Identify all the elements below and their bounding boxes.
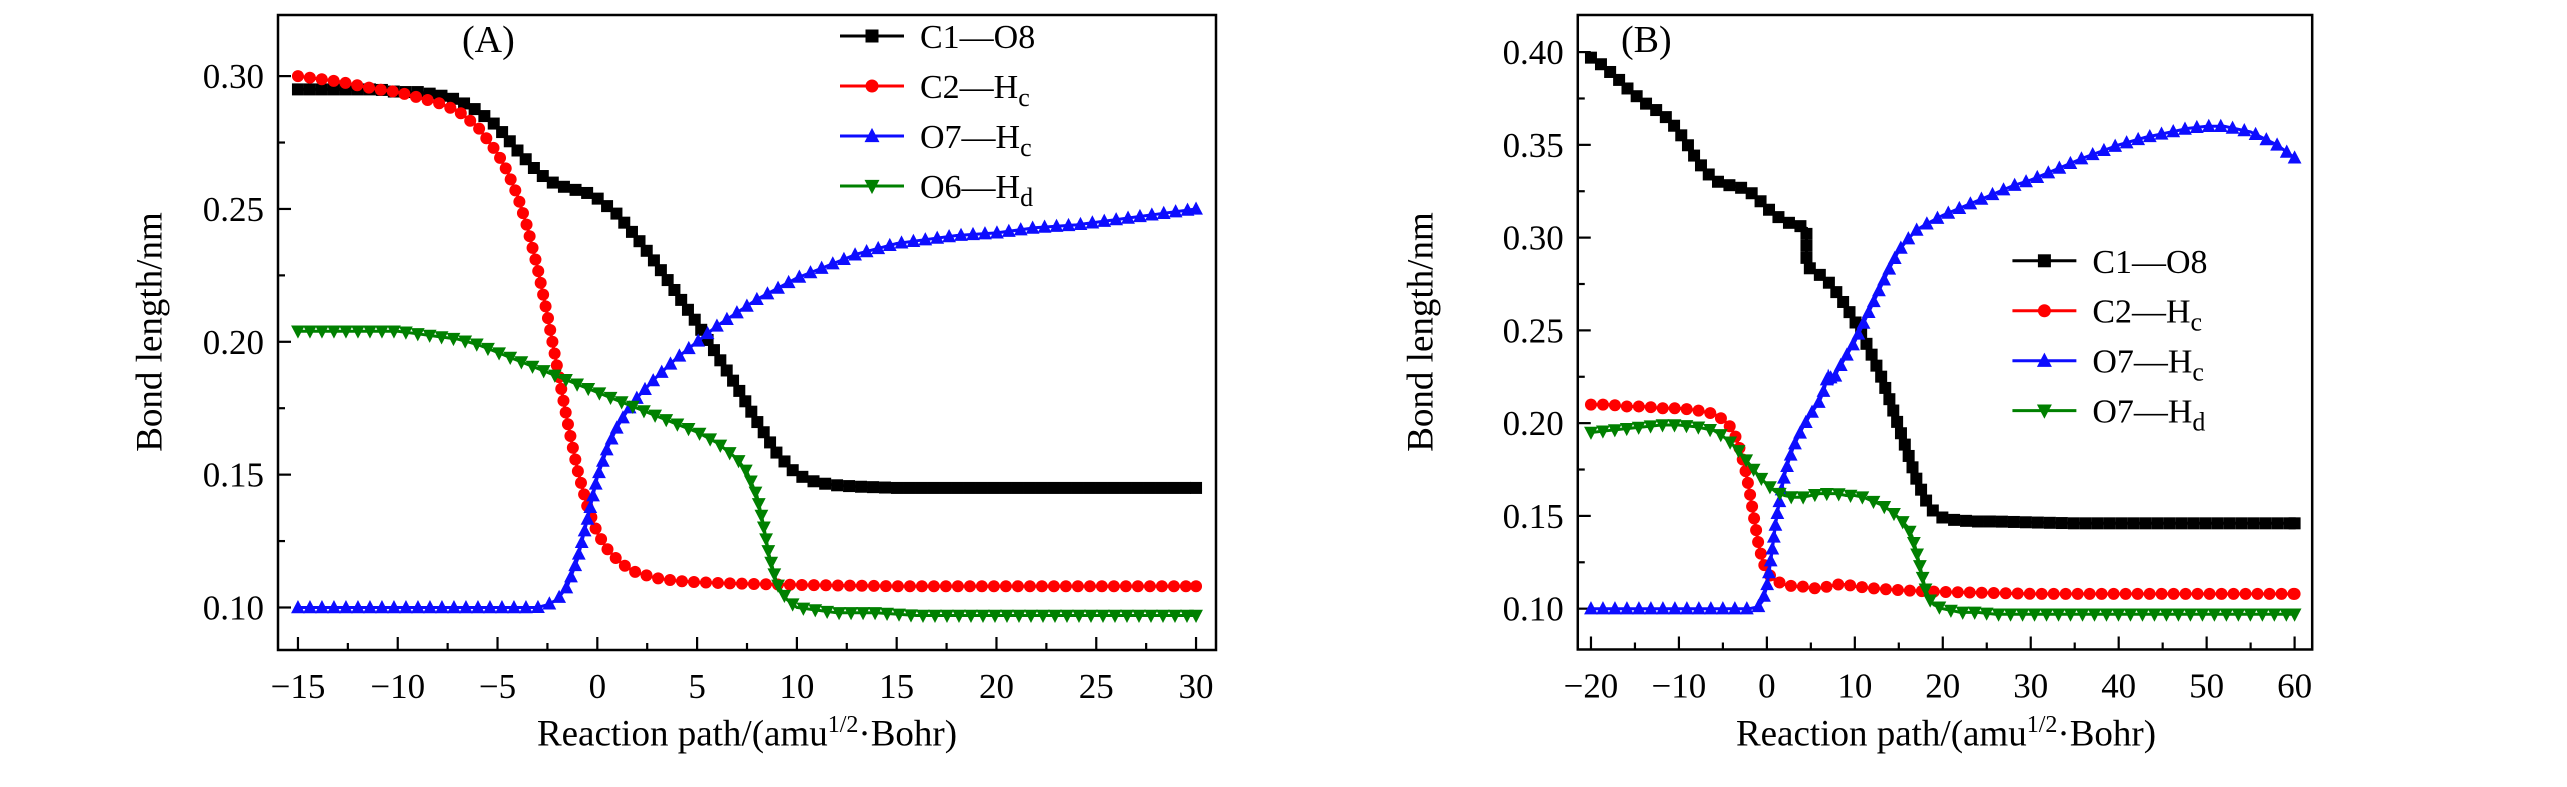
series-1: [291, 70, 1203, 593]
svg-text:0.25: 0.25: [1503, 311, 1564, 350]
series-0: [1584, 51, 2301, 530]
svg-text:20: 20: [979, 667, 1014, 706]
svg-text:40: 40: [2101, 666, 2136, 705]
svg-text:0.35: 0.35: [1503, 126, 1564, 165]
svg-text:10: 10: [1837, 666, 1872, 705]
svg-text:0.30: 0.30: [1503, 219, 1564, 258]
svg-text:0: 0: [589, 667, 607, 706]
xlabel-pre: Reaction path/(amu: [1735, 713, 2027, 755]
legend-label: C1—O8: [920, 19, 1035, 56]
xlabel-superscript: 1/2: [2026, 712, 2058, 738]
legend-label: O6—Hd: [920, 169, 1033, 212]
svg-text:60: 60: [2277, 666, 2312, 705]
svg-text:0.30: 0.30: [203, 57, 264, 96]
axis-ticks: [278, 75, 1198, 650]
xlabel-post: ·Bohr): [858, 713, 958, 755]
series-2: [1584, 118, 2302, 615]
plot-area-a: −15 −10 −5 0 5 10 15 20 25 30 0.10 0.15 0.20 0.25 0.30…: [0, 0, 1283, 787]
series-3: [1584, 419, 2302, 622]
svg-text:−20: −20: [1564, 666, 1619, 705]
svg-text:30: 30: [2013, 666, 2048, 705]
svg-text:10: 10: [779, 667, 814, 706]
tick-labels: −20 −10 0 10 20 30 40 50 60 0.10 0.15 0.20 0.25 0.30 0…: [1503, 33, 2313, 705]
legend-label: C1—O8: [2092, 244, 2207, 281]
svg-text:0: 0: [1758, 666, 1775, 705]
svg-text:0.10: 0.10: [1503, 590, 1564, 629]
x-axis-title-a: Reaction path/(amu1/2·Bohr): [537, 712, 957, 755]
svg-text:0.10: 0.10: [203, 588, 264, 627]
svg-text:0.20: 0.20: [203, 323, 264, 362]
legend-label: O7—Hd: [2092, 394, 2205, 437]
legend: C1—O8 C2—Hc O7—Hc O6—Hd: [840, 19, 1035, 212]
series-3: [291, 325, 1203, 623]
x-axis-title-b: Reaction path/(amu1/2·Bohr): [1736, 712, 2156, 755]
xlabel-pre: Reaction path/(amu: [536, 713, 828, 755]
xlabel-post: ·Bohr): [2057, 713, 2157, 755]
svg-text:−15: −15: [271, 667, 326, 706]
legend-label: C2—Hc: [2092, 294, 2202, 337]
svg-text:0.20: 0.20: [1503, 404, 1564, 443]
svg-text:15: 15: [879, 667, 914, 706]
chart-svg: −15 −10 −5 0 5 10 15 20 25 30 0.10 0.15 0.20 0.25 0.30…: [203, 13, 1218, 706]
legend: C1—O8 C2—Hc O7—Hc O7—Hd: [2012, 244, 2208, 437]
legend-label: O7—Hc: [2092, 344, 2204, 387]
svg-text:25: 25: [1079, 667, 1114, 706]
svg-text:−5: −5: [479, 667, 516, 706]
svg-text:50: 50: [2189, 666, 2224, 705]
svg-text:0.15: 0.15: [1503, 497, 1564, 536]
chart-panel-b: (B) Bond length/nm Reaction path/(amu1/2…: [1283, 0, 2566, 787]
axis-ticks: [1577, 50, 2296, 650]
legend-label: C2—Hc: [920, 69, 1030, 112]
svg-text:0.25: 0.25: [203, 190, 264, 229]
series-2: [291, 201, 1203, 614]
svg-text:20: 20: [1925, 666, 1960, 705]
y-axis-title-b: Bond length/nm: [1400, 212, 1442, 452]
svg-text:0.15: 0.15: [203, 456, 264, 495]
chart-panel-a: (A) Bond length/nm Reaction path/(amu1/2…: [0, 0, 1283, 787]
svg-text:−10: −10: [370, 667, 425, 706]
plot-border: [1576, 13, 2314, 651]
series-0: [291, 83, 1203, 494]
svg-text:−10: −10: [1652, 666, 1707, 705]
xlabel-superscript: 1/2: [827, 712, 859, 738]
svg-text:5: 5: [688, 667, 706, 706]
chart-svg: −20 −10 0 10 20 30 40 50 60 0.10 0.15 0.20 0.25 0.30 0…: [1503, 13, 2314, 705]
svg-text:30: 30: [1179, 667, 1214, 706]
legend-label: O7—Hc: [920, 119, 1032, 162]
panel-label-b: (B): [1621, 19, 1672, 61]
y-axis-title-a: Bond length/nm: [129, 212, 171, 452]
tick-labels: −15 −10 −5 0 5 10 15 20 25 30 0.10 0.15 0.20 0.25 0.30: [203, 57, 1214, 706]
panel-label-a: (A): [462, 19, 515, 61]
plot-area-b: −20 −10 0 10 20 30 40 50 60 0.10 0.15 0.20 0.25 0.30 0…: [1283, 0, 2566, 786]
svg-text:0.40: 0.40: [1503, 33, 1564, 72]
